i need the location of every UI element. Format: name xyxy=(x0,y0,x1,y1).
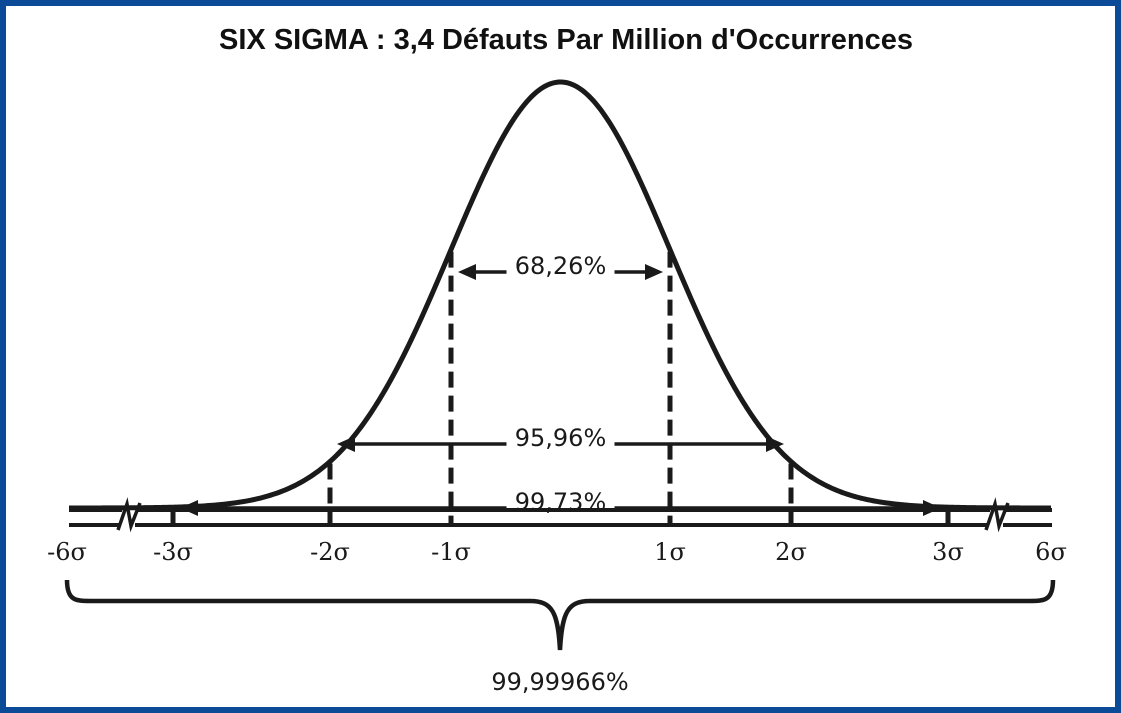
arrowhead-left xyxy=(337,436,355,452)
sigma-label: -6σ xyxy=(47,538,87,566)
interval-arrows: 68,26% 95,96% 99,73% xyxy=(180,252,941,516)
baseline xyxy=(69,497,1052,533)
sigma-label: 1σ xyxy=(654,538,686,566)
total-brace xyxy=(64,579,1056,651)
arrowhead-right xyxy=(923,500,941,516)
sigma-label: -1σ xyxy=(431,538,471,566)
interval-arrow-1: 95,96% xyxy=(337,424,784,452)
arrowhead-right xyxy=(766,436,784,452)
interval-arrow-2: 99,73% xyxy=(180,488,941,516)
sigma-label: 3σ xyxy=(932,538,964,566)
interval-label: 99,73% xyxy=(515,488,607,516)
interval-arrow-0: 68,26% xyxy=(458,252,663,280)
sigma-axis-labels: -6σ -3σ -2σ -1σ 1σ 2σ 3σ 6σ xyxy=(47,538,1067,566)
axis-break-right xyxy=(984,497,1010,533)
interval-label: 68,26% xyxy=(515,252,607,280)
sigma-label: 2σ xyxy=(775,538,807,566)
arrowhead-right xyxy=(645,264,663,280)
arrowhead-left xyxy=(180,500,198,516)
sigma-boundary-lines xyxy=(170,251,951,526)
arrowhead-left xyxy=(458,264,476,280)
interval-label: 95,96% xyxy=(515,424,607,452)
bell-curve xyxy=(69,79,1051,511)
sigma-label: -3σ xyxy=(153,538,193,566)
axis-break-left xyxy=(116,497,142,533)
total-label: 99,99966% xyxy=(491,668,628,696)
sigma-label: -2σ xyxy=(310,538,350,566)
sigma-label: 6σ xyxy=(1035,538,1067,566)
diagram-title: SIX SIGMA : 3,4 Défauts Par Million d'Oc… xyxy=(219,24,913,56)
